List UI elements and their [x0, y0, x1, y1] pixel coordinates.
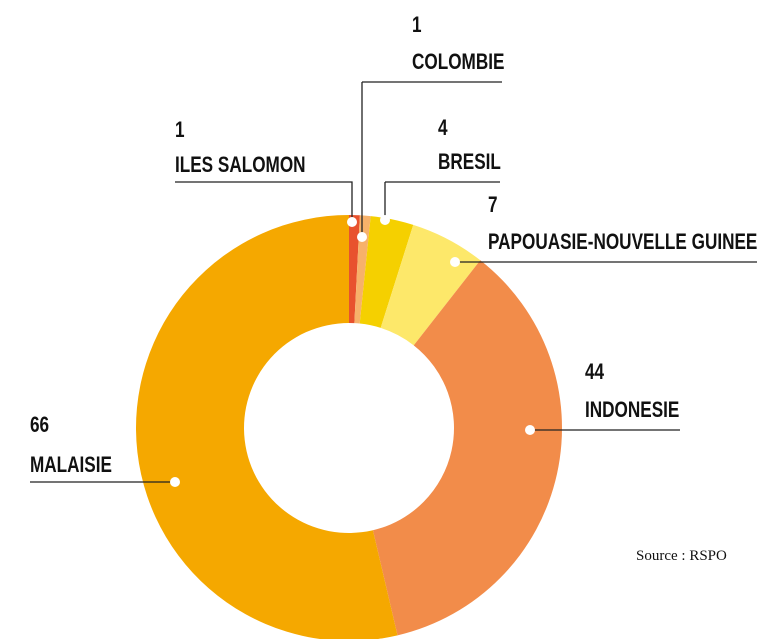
slice — [372, 260, 563, 636]
value-label: 1 — [175, 118, 185, 143]
leader-dot — [170, 477, 180, 487]
value-label: 66 — [30, 413, 49, 438]
category-label: COLOMBIE — [412, 50, 504, 75]
leader-dot — [450, 257, 460, 267]
category-label: ILES SALOMON — [175, 153, 306, 178]
leader-dot — [380, 215, 390, 225]
category-label: BRESIL — [438, 150, 501, 175]
leader-line — [175, 181, 353, 222]
leader-dot — [525, 425, 535, 435]
value-label: 4 — [438, 116, 448, 141]
slice — [136, 215, 398, 639]
category-label: INDONESIE — [585, 398, 679, 423]
value-label: 7 — [488, 193, 498, 218]
slice — [380, 224, 481, 346]
leader-dot — [357, 232, 367, 242]
value-label: 44 — [585, 360, 604, 385]
category-label: PAPOUASIE-NOUVELLE GUINEE — [488, 230, 757, 255]
leader-line — [361, 81, 502, 237]
slice — [359, 216, 414, 328]
category-label: MALAISIE — [30, 453, 112, 478]
slice — [354, 215, 371, 324]
leader-dot — [347, 217, 357, 227]
source: Source : RSPO — [636, 548, 727, 564]
slice — [349, 215, 360, 324]
value-label: 1 — [412, 13, 422, 38]
leader-line — [384, 181, 500, 220]
